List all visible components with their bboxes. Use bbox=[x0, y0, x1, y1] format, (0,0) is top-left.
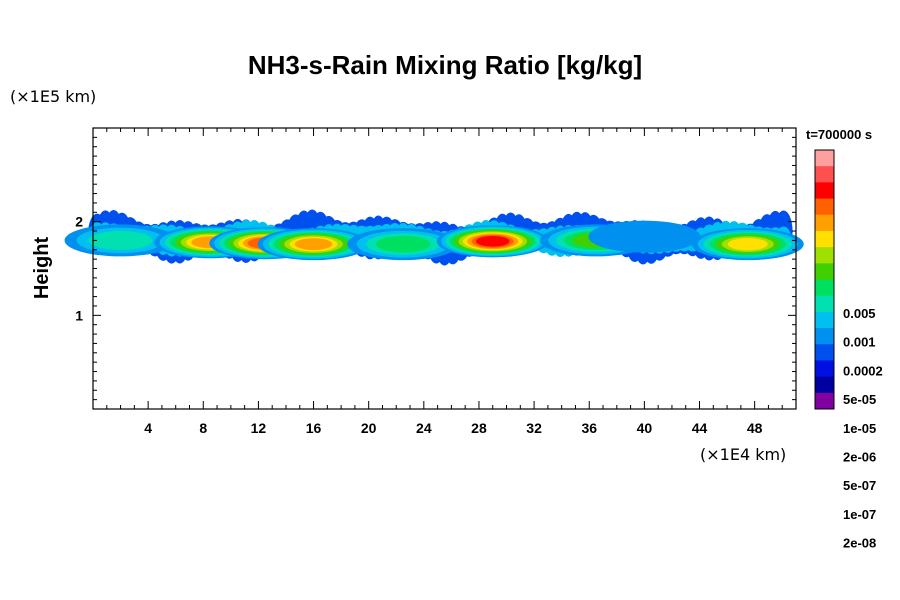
colorbar-swatch bbox=[815, 295, 834, 313]
colorbar-swatch bbox=[815, 198, 834, 216]
rain-cell bbox=[588, 220, 701, 253]
colorbar-swatch bbox=[815, 311, 834, 329]
colorbar-label: 2e-08 bbox=[843, 536, 876, 551]
y-tick-label: 1 bbox=[75, 307, 83, 323]
y-tick-label: 2 bbox=[75, 214, 83, 230]
x-tick-label: 28 bbox=[471, 420, 487, 436]
chart-title: NH3-s-Rain Mixing Ratio [kg/kg] bbox=[248, 50, 642, 80]
colorbar-swatch bbox=[815, 360, 834, 378]
colorbar-swatch bbox=[815, 230, 834, 248]
colorbar-swatch bbox=[815, 263, 834, 280]
rain-cell bbox=[375, 235, 431, 253]
colorbar-swatch bbox=[815, 279, 834, 297]
x-tick-label: 48 bbox=[747, 420, 763, 436]
rain-cell bbox=[88, 230, 153, 250]
colorbar-label: 1e-05 bbox=[843, 421, 876, 436]
colorbar-label: 0.0002 bbox=[843, 363, 883, 378]
colorbar-swatch bbox=[815, 344, 834, 361]
colorbar-label: 0.005 bbox=[843, 306, 876, 321]
colorbar: 0.005 0.001 0.0002 5e-05 1e-05 2e-06 5e-07 1e-0… bbox=[814, 149, 883, 551]
colorbar-label: 5e-05 bbox=[843, 392, 876, 407]
plot-frame bbox=[92, 127, 797, 410]
colorbar-label: 2e-06 bbox=[843, 450, 876, 465]
y-axis-label: Height bbox=[31, 237, 53, 300]
x-tick-label: 24 bbox=[416, 420, 432, 436]
x-axis-unit: (×1E4 km) bbox=[700, 445, 786, 464]
colorbar-swatch bbox=[815, 328, 834, 345]
colorbar-swatch bbox=[815, 150, 834, 167]
x-tick-label: 40 bbox=[637, 420, 653, 436]
colorbar-label: 5e-07 bbox=[843, 478, 876, 493]
x-axis: 4 8 12 16 20 24 28 32 36 40 44 48 bbox=[92, 128, 797, 436]
x-tick-label: 4 bbox=[144, 420, 152, 436]
colorbar-label: 0.001 bbox=[843, 335, 876, 350]
x-tick-label: 12 bbox=[251, 420, 267, 436]
rain-cell bbox=[294, 238, 333, 251]
y-axis-unit: (×1E5 km) bbox=[10, 87, 96, 106]
rain-cell bbox=[727, 237, 768, 251]
time-label: t=700000 s bbox=[806, 127, 872, 142]
colorbar-swatch bbox=[815, 182, 834, 200]
rain-cell bbox=[476, 235, 510, 247]
colorbar-swatch bbox=[815, 214, 834, 232]
colorbar-swatch bbox=[815, 376, 834, 394]
colorbar-label: 1e-07 bbox=[843, 507, 876, 522]
colorbar-swatch bbox=[815, 247, 834, 264]
x-tick-label: 16 bbox=[306, 420, 322, 436]
x-tick-label: 32 bbox=[526, 420, 542, 436]
colorbar-swatch bbox=[815, 166, 834, 183]
x-tick-label: 36 bbox=[581, 420, 597, 436]
mixing-ratio-field bbox=[64, 209, 804, 266]
y-axis: 12 bbox=[75, 136, 796, 401]
x-tick-label: 8 bbox=[199, 420, 207, 436]
colorbar-frame bbox=[814, 149, 835, 410]
colorbar-swatch bbox=[815, 392, 834, 410]
x-tick-label: 20 bbox=[361, 420, 377, 436]
x-tick-label: 44 bbox=[692, 420, 708, 436]
